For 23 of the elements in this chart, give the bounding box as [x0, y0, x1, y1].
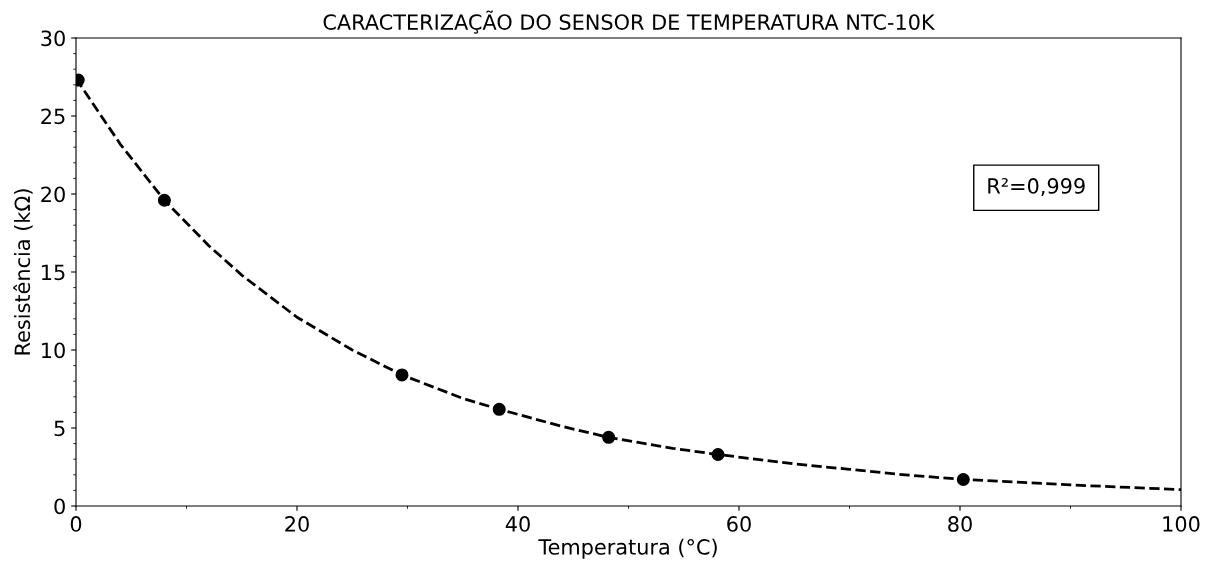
y-tick-label: 20 [41, 186, 65, 203]
point [395, 368, 409, 382]
annotation: R²=0,999 [988, 178, 1085, 196]
point [711, 448, 725, 462]
x-tick-label: 60 [727, 516, 751, 532]
y-tick-label: 15 [42, 264, 65, 281]
x-tick-label: 0 [70, 516, 82, 532]
y-tick-label: 25 [41, 108, 65, 125]
y-tick-label: 5 [54, 420, 65, 437]
y-tick-label: 10 [42, 342, 65, 359]
x-tick-label: 80 [948, 516, 972, 532]
y-axis-title: Resistência (kΩ) [13, 189, 33, 355]
point [492, 402, 506, 416]
y-tick-label: 30 [41, 30, 65, 47]
x-tick-label: 100 [1163, 516, 1200, 532]
point [157, 193, 171, 207]
y-tick-label: 0 [54, 498, 65, 515]
point [602, 430, 616, 444]
x-tick-label: 40 [505, 516, 530, 532]
chart-title: CARACTERIZAÇÃO DO SENSOR DE TEMPERATURA NTC-10K [323, 10, 936, 34]
x-axis-title: Temperatura (°C) [538, 538, 717, 559]
x-tick-label: 20 [285, 516, 309, 532]
point [956, 472, 970, 486]
